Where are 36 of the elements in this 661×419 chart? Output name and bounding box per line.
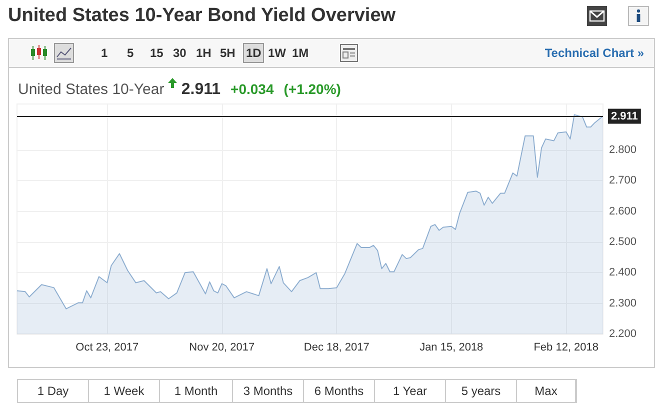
text: 6 Months xyxy=(304,380,375,402)
text: Technical Chart » xyxy=(544,46,644,60)
x-tick-label: Feb 12, 2018 xyxy=(534,342,599,354)
x-tick-label: Dec 18, 2017 xyxy=(304,342,370,354)
text: 1M xyxy=(291,46,310,60)
text: 15 xyxy=(149,46,164,60)
y-tick-label: 2.700 xyxy=(609,174,637,187)
text: 1 xyxy=(100,46,109,60)
text: 30 xyxy=(172,46,188,60)
text: 5 xyxy=(126,46,135,60)
y-tick-label: 2.200 xyxy=(609,328,637,340)
y-tick-label: 2.500 xyxy=(609,236,637,248)
y-tick-label: 2.300 xyxy=(609,297,637,310)
text: 3 Months xyxy=(233,380,304,402)
text: 5 years xyxy=(446,380,517,402)
text: Max xyxy=(517,380,576,402)
x-tick-label: Oct 23, 2017 xyxy=(76,342,139,354)
text: 1H xyxy=(195,46,212,60)
text: 1 Month xyxy=(160,380,233,402)
text: 1 Week xyxy=(89,380,160,402)
ref-line-label: 2.911 xyxy=(611,110,638,122)
text: 1D xyxy=(243,43,264,63)
text: 2.911 xyxy=(181,81,221,98)
y-tick-label: 2.800 xyxy=(609,144,637,156)
y-tick-label: 2.400 xyxy=(609,266,637,279)
text: 1 Year xyxy=(375,380,446,402)
chart-title: United States 10-Year Bond Yield Overview xyxy=(8,5,396,27)
text: 5H xyxy=(219,46,236,60)
chart-subtitle: United States 10-Year xyxy=(18,81,166,98)
y-tick-label: 2.600 xyxy=(609,205,637,218)
text: +0.034 xyxy=(230,81,274,97)
text: 1W xyxy=(267,46,287,60)
text: (+1.20%) xyxy=(284,81,341,97)
x-tick-label: Nov 20, 2017 xyxy=(189,342,255,354)
text: 1 Day xyxy=(18,380,89,402)
x-tick-label: Jan 15, 2018 xyxy=(420,342,484,354)
